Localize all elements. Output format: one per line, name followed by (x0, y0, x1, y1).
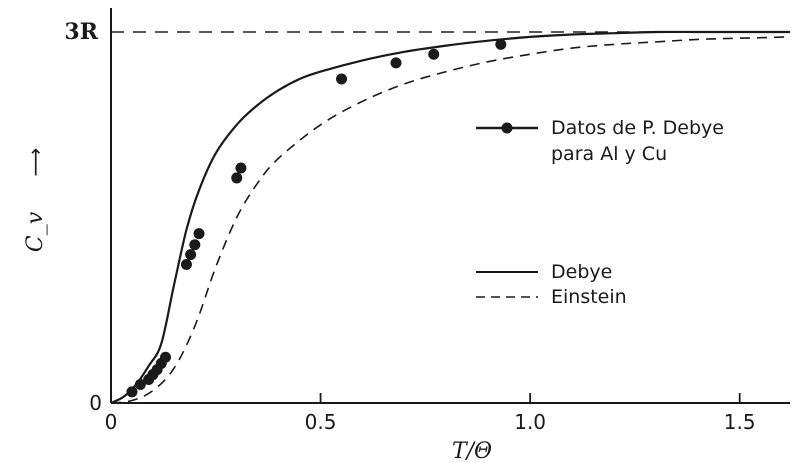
y-axis-label-group: C_v ⟶ (23, 148, 48, 252)
data-point (134, 378, 146, 390)
data-point (159, 351, 171, 363)
data-point (185, 249, 197, 261)
x-ticks: 0 0.5 1.0 1.5 (105, 393, 756, 434)
x-tick-label: 1.0 (514, 410, 546, 434)
legend-label-einstein: Einstein (551, 286, 627, 308)
data-point (390, 57, 402, 69)
debye-curve (110, 30, 790, 405)
legend-label-data-line2: para Al y Cu (551, 143, 667, 165)
legend: Datos de P. Debye para Al y Cu Debye Ein… (476, 117, 724, 308)
legend-marker-data (501, 122, 513, 134)
data-point (180, 258, 192, 270)
legend-entry-data: Datos de P. Debye para Al y Cu (476, 117, 724, 165)
x-tick-label: 0.5 (305, 410, 337, 434)
axes (110, 8, 790, 404)
legend-entry-debye: Debye (476, 261, 612, 283)
legend-label-data-line1: Datos de P. Debye (551, 117, 724, 139)
data-point (428, 48, 440, 60)
data-point (126, 386, 138, 398)
legend-entry-einstein: Einstein (476, 286, 627, 308)
data-point (193, 228, 205, 240)
y-tick-label: 3R (64, 19, 98, 45)
y-tick-label: 0 (89, 391, 102, 415)
x-axis-label: T/Θ (452, 439, 492, 463)
y-axis-label: C_v (23, 211, 48, 252)
x-tick-label: 0 (105, 410, 118, 434)
data-point (336, 73, 348, 85)
y-axis-label-arrow: ⟶ (23, 148, 47, 177)
legend-label-debye: Debye (551, 261, 612, 283)
data-point (495, 38, 507, 50)
data-point (235, 162, 247, 174)
data-point (189, 239, 201, 251)
curves (110, 30, 791, 405)
einstein-curve (110, 36, 791, 404)
data-point (231, 172, 243, 184)
x-tick-label: 1.5 (724, 410, 756, 434)
data-points (126, 38, 507, 398)
y-ticks: 0 3R (64, 19, 102, 415)
